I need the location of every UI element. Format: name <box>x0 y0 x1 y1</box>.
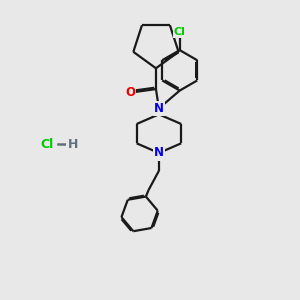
Text: H: H <box>68 138 78 151</box>
Text: N: N <box>154 102 164 115</box>
Text: O: O <box>125 85 135 98</box>
Text: Cl: Cl <box>41 138 54 151</box>
Text: N: N <box>154 146 164 160</box>
Text: Cl: Cl <box>174 27 186 37</box>
